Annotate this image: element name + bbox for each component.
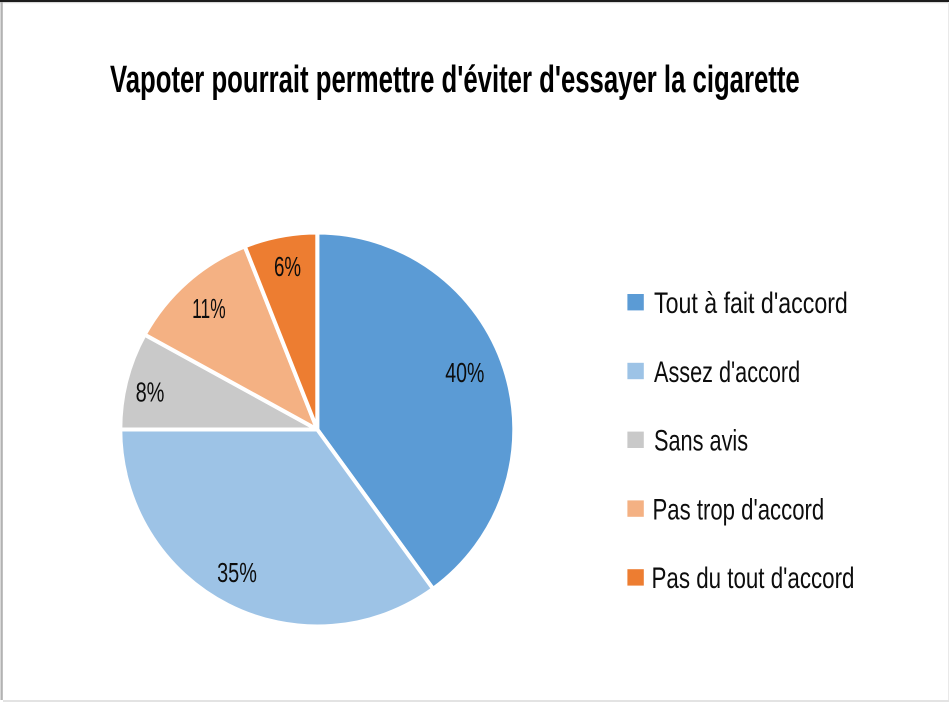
svg-text:Pas du tout d'accord: Pas du tout d'accord (652, 561, 855, 595)
svg-text:8%: 8% (136, 377, 165, 408)
svg-text:35%: 35% (217, 558, 257, 589)
svg-text:Sans avis: Sans avis (654, 423, 748, 457)
svg-text:Pas trop d'accord: Pas trop d'accord (653, 492, 825, 526)
svg-text:40%: 40% (445, 358, 484, 389)
svg-text:Assez d'accord: Assez d'accord (654, 354, 800, 388)
svg-text:11%: 11% (192, 293, 225, 324)
svg-text:6%: 6% (274, 251, 301, 283)
svg-text:Vapoter pourrait permettre d'é: Vapoter pourrait permettre d'éviter d'es… (110, 58, 800, 100)
svg-text:Tout à fait d'accord: Tout à fait d'accord (654, 286, 848, 320)
